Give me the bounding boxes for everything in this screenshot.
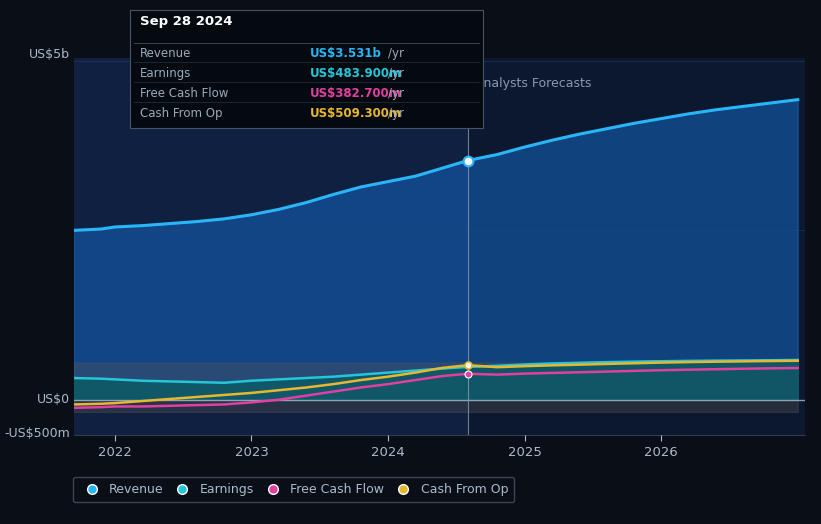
Text: Analysts Forecasts: Analysts Forecasts xyxy=(475,77,591,90)
Text: -US$500m: -US$500m xyxy=(4,427,71,440)
Text: /yr: /yr xyxy=(388,107,404,121)
Text: US$3.531b: US$3.531b xyxy=(310,47,383,60)
Text: US$382.700m: US$382.700m xyxy=(310,88,402,100)
Text: Sep 28 2024: Sep 28 2024 xyxy=(140,15,232,28)
Bar xyxy=(468,58,805,435)
Text: US$0: US$0 xyxy=(37,393,71,406)
Legend: Revenue, Earnings, Free Cash Flow, Cash From Op: Revenue, Earnings, Free Cash Flow, Cash … xyxy=(73,477,515,502)
Text: US$483.900m: US$483.900m xyxy=(310,67,402,80)
Text: Revenue: Revenue xyxy=(140,47,191,60)
Text: Free Cash Flow: Free Cash Flow xyxy=(140,88,228,100)
Text: US$5b: US$5b xyxy=(30,48,71,61)
Text: Past: Past xyxy=(434,77,461,90)
Text: Cash From Op: Cash From Op xyxy=(140,107,222,121)
Text: /yr: /yr xyxy=(388,88,404,100)
Bar xyxy=(74,58,468,435)
Text: US$509.300m: US$509.300m xyxy=(310,107,402,121)
Text: /yr: /yr xyxy=(388,67,404,80)
Text: Earnings: Earnings xyxy=(140,67,191,80)
Text: /yr: /yr xyxy=(388,47,404,60)
